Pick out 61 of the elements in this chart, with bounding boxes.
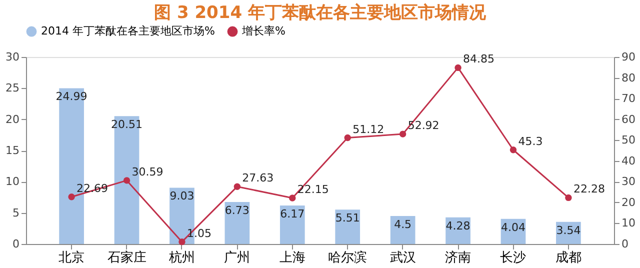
bar [224,202,250,244]
y2-tick-label: 10 [622,216,636,230]
data-label: 4.5 [394,218,412,231]
y-tick-label: 0 [12,238,20,250]
x-tick-label: 武汉 [390,250,416,266]
x-tick-label: 北京 [58,250,85,266]
data-label: 5.51 [335,212,360,225]
legend-label: 2014 年丁苯酞在各主要地区市场% [41,24,215,38]
y2-tick-label: 30 [622,175,636,188]
data-label: 3.54 [556,224,581,237]
data-label: 84.85 [463,52,495,66]
data-label: 20.51 [111,118,143,132]
bar [335,210,360,244]
data-label: 30.59 [132,165,164,178]
data-label: 27.63 [242,172,274,185]
point [234,183,241,190]
point [510,146,517,154]
bar [390,216,416,244]
y2-tick-label: 20 [622,196,636,209]
x-tick-label: 石家庄 [107,250,146,266]
x-tick-label: 济南 [445,250,472,266]
y-tick-label: 15 [6,144,20,157]
y2-tick-label: 40 [622,154,636,168]
point [178,238,186,246]
data-label: 45.3 [518,134,543,148]
bar [280,206,305,244]
data-label: 24.99 [56,90,88,104]
point [68,194,75,200]
chart-title: 图 3 2014 年丁苯酞在各主要地区市场情况 [154,3,487,23]
y-tick-label: 5 [12,206,20,220]
y-tick-label: 25 [6,82,20,95]
y2-tick-label: 0 [622,238,628,250]
y2-tick-label: 90 [622,50,636,64]
data-label: 4.04 [500,220,526,234]
x-tick-label: 成都 [555,250,582,266]
y-tick-label: 20 [6,112,20,126]
data-label: 4.28 [446,219,470,232]
x-tick-label: 上海 [279,250,306,266]
point [289,194,296,202]
data-label: 9.03 [170,190,194,203]
y2-tick-label: 80 [622,71,636,84]
point [454,64,462,72]
data-label: 6.73 [224,204,250,218]
y-tick-label: 10 [6,175,20,188]
point [565,194,572,202]
legend-label: 增长率% [241,24,286,38]
data-label: 6.17 [280,208,305,221]
data-label: 22.28 [573,182,605,196]
x-tick-label: 长沙 [500,250,526,266]
y2-tick-label: 70 [622,92,636,106]
y-tick-label: 30 [6,50,20,64]
x-tick-label: 杭州 [168,250,195,266]
data-label: 52.92 [408,119,440,132]
point [399,130,406,138]
x-tick-label: 广州 [224,250,250,266]
point [123,177,130,184]
x-tick-label: 哈尔滨 [328,250,368,266]
y2-tick-label: 60 [622,112,636,126]
data-label: 51.12 [352,122,384,136]
y2-tick-label: 50 [622,134,636,147]
point [344,134,351,142]
